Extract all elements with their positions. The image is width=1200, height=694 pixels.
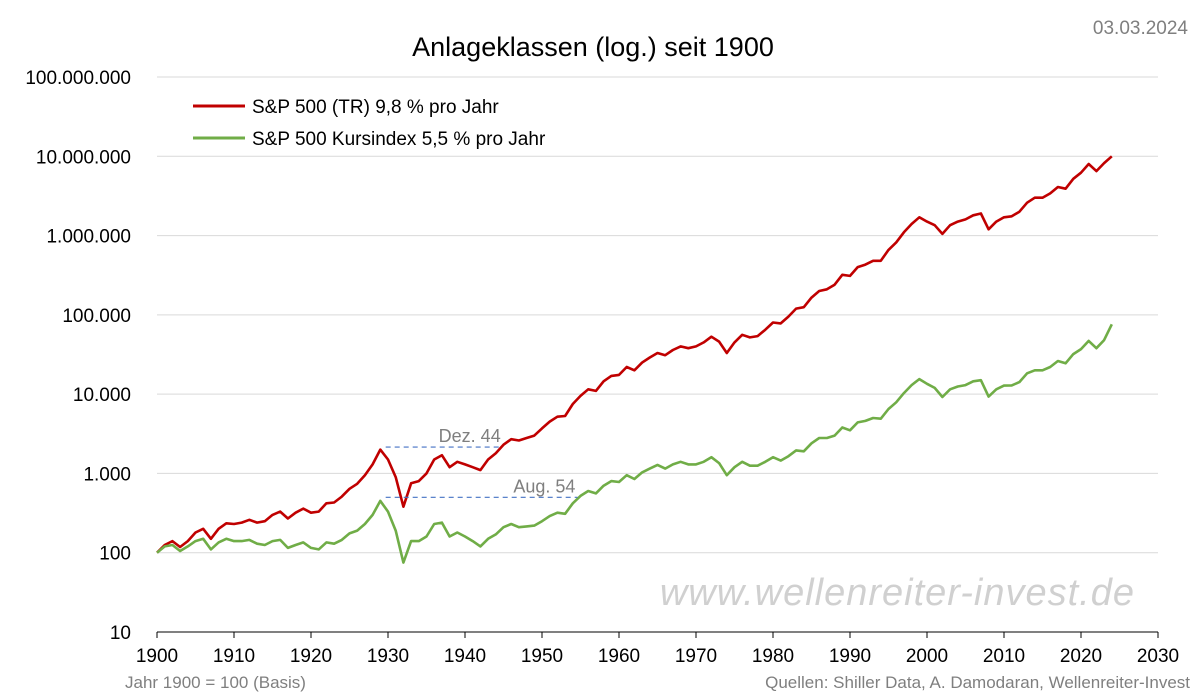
x-tick-label: 1940 (444, 646, 486, 667)
x-tick-label: 2010 (983, 646, 1025, 667)
y-gridlines (157, 76, 1158, 554)
x-tick-label: 1950 (521, 646, 563, 667)
x-tick-label: 1920 (290, 646, 332, 667)
y-tick-label: 10.000 (73, 385, 131, 406)
legend-label: S&P 500 (TR) 9,8 % pro Jahr (252, 97, 499, 118)
footer-left: Jahr 1900 = 100 (Basis) (125, 673, 306, 692)
legend-label: S&P 500 Kursindex 5,5 % pro Jahr (252, 129, 546, 150)
series-line-price-index (156, 323, 1113, 564)
footer-right: Quellen: Shiller Data, A. Damodaran, Wel… (765, 673, 1190, 692)
x-tick-label: 2000 (906, 646, 948, 667)
y-tick-label: 1.000 (83, 464, 131, 485)
y-tick-label: 100.000.000 (25, 68, 131, 89)
x-tick-label: 2020 (1060, 646, 1102, 667)
annotation-aug-54: Aug. 54 (513, 476, 575, 496)
x-tick-label: 1980 (752, 646, 794, 667)
watermark: www.wellenreiter-invest.de (660, 572, 1135, 614)
y-tick-labels: 10 100 1.000 10.000 100.000 1.000.000 10.000.0… (25, 68, 131, 644)
legend: S&P 500 (TR) 9,8 % pro Jahr S&P 500 Kursi… (193, 97, 546, 150)
x-tick-label: 1910 (213, 646, 255, 667)
series-line-total-return (156, 155, 1113, 554)
x-tick-label: 1930 (367, 646, 409, 667)
x-axis: 1900 1910 1920 1930 1940 1950 1960 1970 1980 1990… (136, 631, 1179, 667)
y-tick-label: 1.000.000 (46, 227, 131, 248)
annotations: Dez. 44 Aug. 54 (385, 426, 578, 498)
x-tick-label: 1960 (598, 646, 640, 667)
series-lines (156, 155, 1113, 564)
y-tick-label: 10.000.000 (36, 147, 131, 168)
y-tick-label: 100 (99, 544, 131, 565)
y-tick-label: 100.000 (62, 306, 131, 327)
y-tick-label: 10 (110, 623, 131, 644)
x-tick-label: 1900 (136, 646, 178, 667)
annotation-dez-44: Dez. 44 (439, 426, 501, 446)
date-label: 03.03.2024 (1093, 18, 1189, 39)
chart-title: Anlageklassen (log.) seit 1900 (412, 32, 774, 62)
x-tick-label: 1990 (829, 646, 871, 667)
x-tick-label: 1970 (675, 646, 717, 667)
x-tick-label: 2030 (1137, 646, 1179, 667)
